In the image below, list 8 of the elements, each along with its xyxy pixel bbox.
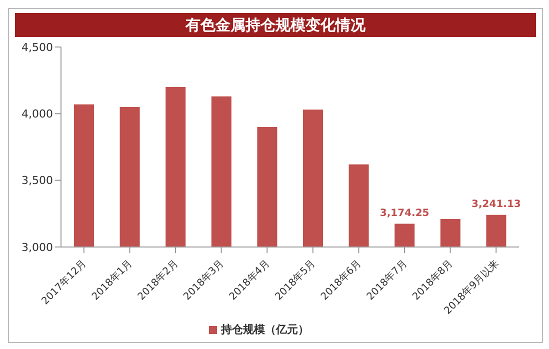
y-tick-label: 4,500: [22, 40, 53, 54]
data-label: 3,241.13: [472, 198, 521, 210]
y-tick-label: 4,000: [22, 108, 53, 121]
chart-title: 有色金属持仓规模变化情况: [15, 13, 536, 37]
data-label: 3,174.25: [380, 208, 430, 219]
legend-label: 持仓规模（亿元）: [221, 323, 309, 336]
y-tick-label: 3,000: [22, 240, 53, 254]
y-tick-label: 3,500: [22, 174, 53, 188]
